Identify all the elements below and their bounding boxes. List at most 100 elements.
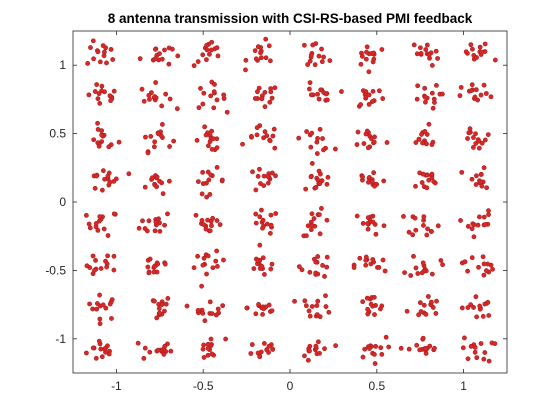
data-point bbox=[418, 309, 424, 314]
data-point bbox=[260, 255, 266, 261]
data-point bbox=[326, 309, 332, 315]
data-point bbox=[264, 133, 270, 139]
data-point bbox=[272, 85, 278, 91]
data-point bbox=[482, 41, 488, 47]
data-point bbox=[413, 183, 418, 189]
data-point bbox=[199, 218, 205, 223]
data-point bbox=[424, 141, 429, 147]
data-point bbox=[136, 225, 142, 231]
data-point bbox=[211, 105, 217, 111]
data-point bbox=[142, 184, 148, 190]
data-point bbox=[95, 227, 101, 233]
data-point bbox=[267, 138, 273, 144]
data-point bbox=[468, 343, 474, 349]
data-point bbox=[471, 305, 476, 310]
data-point bbox=[312, 62, 318, 68]
data-point bbox=[316, 168, 322, 174]
data-point bbox=[379, 47, 385, 52]
data-point bbox=[212, 82, 217, 87]
data-point bbox=[477, 303, 483, 309]
data-point bbox=[86, 92, 92, 98]
data-point bbox=[259, 264, 265, 269]
data-point bbox=[327, 58, 333, 63]
data-point bbox=[429, 299, 434, 305]
data-point bbox=[154, 174, 160, 180]
data-point bbox=[360, 221, 366, 226]
data-point bbox=[209, 351, 215, 357]
data-point bbox=[485, 132, 491, 138]
data-point bbox=[429, 171, 435, 177]
data-point bbox=[303, 303, 309, 309]
data-point bbox=[258, 55, 264, 61]
data-point bbox=[267, 99, 273, 105]
data-point bbox=[316, 53, 322, 59]
data-point bbox=[371, 50, 377, 56]
data-point bbox=[209, 311, 215, 317]
data-point bbox=[406, 229, 412, 235]
data-point bbox=[364, 295, 370, 301]
data-point bbox=[354, 142, 360, 147]
data-point bbox=[269, 308, 275, 314]
data-point bbox=[104, 60, 109, 66]
data-point bbox=[433, 48, 439, 54]
data-point bbox=[214, 45, 220, 51]
data-point bbox=[175, 53, 181, 59]
data-point bbox=[205, 346, 211, 351]
data-point bbox=[315, 298, 321, 304]
data-point bbox=[355, 129, 361, 135]
data-point bbox=[201, 255, 207, 261]
data-point bbox=[201, 222, 207, 228]
data-point bbox=[252, 96, 258, 101]
data-point bbox=[469, 82, 475, 88]
data-point bbox=[105, 343, 110, 349]
data-point bbox=[142, 345, 148, 351]
data-point bbox=[91, 56, 96, 62]
y-tick-label: -1 bbox=[55, 332, 66, 346]
data-point bbox=[97, 316, 103, 322]
data-point bbox=[414, 342, 420, 348]
data-point bbox=[308, 227, 314, 233]
data-point bbox=[308, 144, 314, 150]
data-point bbox=[313, 270, 319, 276]
data-point bbox=[369, 99, 375, 104]
data-point bbox=[435, 223, 441, 229]
data-point bbox=[209, 223, 214, 229]
data-point bbox=[324, 254, 330, 260]
data-point bbox=[363, 257, 369, 263]
data-point bbox=[371, 56, 377, 62]
data-point bbox=[381, 223, 387, 229]
data-point bbox=[296, 135, 302, 141]
data-point bbox=[422, 94, 428, 100]
data-point bbox=[205, 217, 210, 223]
data-point bbox=[147, 256, 153, 262]
data-point bbox=[84, 263, 90, 269]
data-point bbox=[426, 121, 432, 127]
data-point bbox=[93, 221, 99, 226]
data-point bbox=[417, 45, 423, 51]
data-point bbox=[486, 208, 491, 214]
data-point bbox=[257, 354, 263, 360]
data-point bbox=[97, 101, 103, 106]
data-point bbox=[373, 231, 379, 237]
data-point bbox=[162, 47, 167, 53]
x-tick-label: 0 bbox=[287, 379, 294, 393]
data-point bbox=[260, 311, 265, 317]
data-point bbox=[110, 57, 116, 62]
data-point bbox=[195, 179, 201, 184]
data-point bbox=[423, 99, 428, 105]
data-point bbox=[195, 308, 201, 313]
data-point bbox=[194, 138, 200, 143]
data-point bbox=[221, 257, 226, 263]
data-point bbox=[207, 228, 213, 234]
data-point bbox=[309, 130, 315, 136]
data-point bbox=[472, 349, 478, 355]
data-point bbox=[492, 341, 498, 346]
data-point bbox=[213, 258, 219, 264]
data-point bbox=[207, 139, 213, 145]
data-point bbox=[309, 223, 315, 228]
data-point bbox=[151, 269, 157, 275]
data-point bbox=[215, 263, 220, 269]
data-point bbox=[439, 91, 445, 97]
data-point bbox=[104, 264, 110, 270]
data-point bbox=[368, 301, 374, 307]
